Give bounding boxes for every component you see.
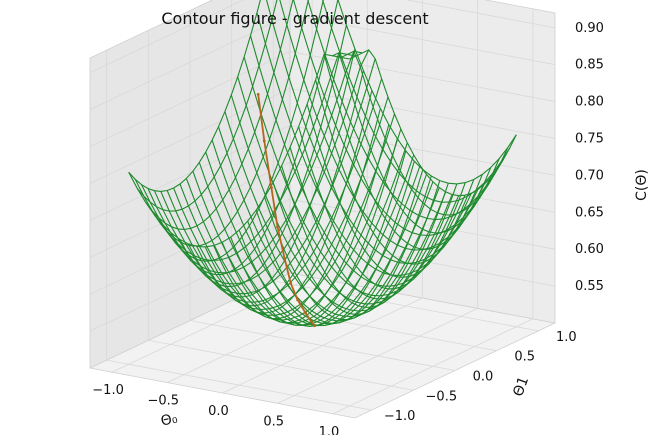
surface-wire-y (179, 128, 402, 321)
floor-gridline-y (189, 320, 456, 371)
left-gridline-z (89, 51, 291, 147)
surface-wire-y (224, 111, 447, 318)
surface-wire-y (160, 78, 383, 303)
surface-wire-y (307, 0, 504, 221)
left-gridline-z (89, 125, 291, 221)
y-tick-label: −1.0 (384, 409, 416, 424)
axis-ticks: −1.0 −0.5 0.0 0.5 1.0 −1.0 −0.5 0.0 0.5 1.0 0.55 0.… (92, 21, 604, 435)
descent-path-point (296, 298, 300, 302)
z-tick-label: 0.60 (575, 242, 604, 257)
surface-wire-y (153, 58, 376, 295)
back-gridline-z (289, 14, 556, 66)
x-tick-label: 0.0 (208, 404, 229, 419)
descent-path-point (309, 319, 313, 323)
surface-wire-y (337, 0, 517, 185)
y-axis-label: Θ1 (510, 375, 532, 399)
z-tick-label: 0.85 (575, 58, 604, 73)
left-gridline-z (89, 88, 291, 184)
surface-wire-y (166, 96, 389, 311)
x-tick-label: −1.0 (92, 383, 124, 398)
descent-path-point (270, 186, 273, 190)
left-gridline-z (89, 0, 245, 74)
descent-path-point (276, 225, 279, 229)
surface-wire-y (237, 76, 460, 305)
surface-wire-y (211, 139, 434, 325)
z-tick-label: 0.55 (575, 279, 604, 294)
chart-title: Contour figure - gradient descent (161, 9, 428, 28)
back-gridline-z (289, 88, 556, 139)
axis-grid (89, 0, 556, 415)
z-tick-label: 0.70 (575, 168, 604, 183)
surface-wire-y (217, 126, 440, 322)
descent-path-point (304, 311, 308, 315)
z-axis-label: C(Θ) (634, 169, 650, 201)
x-tick-label: 1.0 (319, 425, 340, 435)
surface-wire-y (230, 94, 453, 312)
surface-wire-y (128, 53, 350, 248)
floor-gridline-y (148, 339, 414, 391)
surface-wire-y (173, 113, 396, 316)
surface-wire-y (293, 0, 498, 236)
back-gridline-z (289, 161, 556, 213)
y-tick-label: 0.0 (473, 370, 494, 385)
back-gridline-z (289, 51, 556, 102)
descent-path-point (289, 281, 293, 285)
z-tick-label: 0.75 (575, 131, 604, 146)
y-tick-label: −0.5 (426, 389, 458, 404)
descent-path-point (283, 257, 287, 261)
surface-mesh (128, 0, 517, 327)
back-gridline-z (289, 124, 556, 176)
z-tick-label: 0.65 (575, 205, 604, 220)
floor-gridline-y (106, 359, 372, 411)
x-axis-label: Θ₀ (159, 410, 179, 429)
surface-wire-y (198, 162, 421, 327)
z-tick-label: 0.80 (575, 95, 604, 110)
surface-wire-y (141, 50, 363, 274)
back-gridline-z (289, 198, 556, 250)
descent-path-line (257, 94, 316, 327)
y-tick-label: 1.0 (556, 330, 577, 345)
surface-wire-y (185, 142, 408, 324)
surface-wire-y (322, 0, 511, 203)
back-gridline-z (405, 0, 556, 29)
surface-wire-y (265, 0, 485, 265)
descent-path-point (262, 139, 266, 143)
descent-path-point (256, 93, 260, 96)
descent-path (256, 93, 316, 328)
floor-gridline-y (231, 300, 497, 352)
surface-wire-y (256, 12, 479, 276)
surface-wire-y (279, 0, 492, 251)
surface-wire-y (205, 151, 428, 327)
left-gridline-z (89, 14, 291, 111)
z-tick-label: 0.90 (575, 21, 604, 36)
y-tick-label: 0.5 (514, 350, 535, 365)
x-tick-label: 0.5 (263, 414, 284, 429)
back-gridline-z (289, 235, 556, 287)
descent-path-point (313, 324, 316, 328)
x-tick-label: −0.5 (148, 394, 180, 409)
floor-gridline-y (273, 280, 539, 332)
